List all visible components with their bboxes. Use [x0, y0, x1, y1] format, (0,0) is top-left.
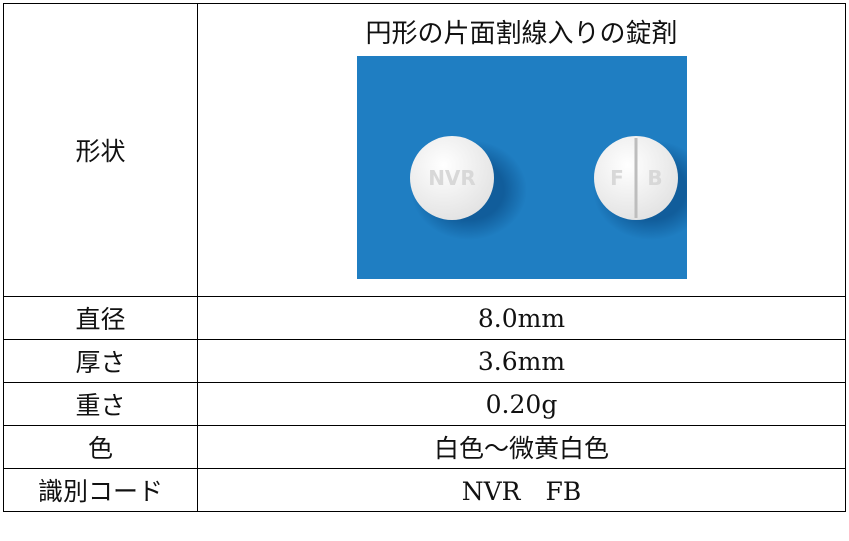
row-value: NVR FB: [197, 468, 846, 512]
tablet-image: NVR F B: [356, 56, 687, 279]
row-value: 8.0mm: [197, 296, 846, 340]
engraving: F: [610, 166, 624, 190]
engraving: B: [647, 166, 662, 190]
row-label: 重さ: [3, 382, 198, 426]
spec-row: 識別コード NVR FB: [3, 468, 846, 512]
tablet: [409, 136, 494, 220]
spec-row: 厚さ 3.6mm: [3, 339, 846, 383]
row-label: 直径: [3, 296, 198, 340]
spec-row: 色白色～微黄白色: [3, 425, 846, 469]
engraving: NVR: [428, 166, 476, 190]
spec-table: 形状 円形の片面割線入りの錠剤 NVR F B 直径 8.0mm 厚さ 3.6mm 重さ…: [3, 3, 846, 512]
row-label: 厚さ: [3, 339, 198, 383]
shape-cell: 円形の片面割線入りの錠剤 NVR F B: [197, 3, 846, 297]
row-label: 形状: [3, 3, 198, 297]
shape-row: 形状 円形の片面割線入りの錠剤 NVR F B: [3, 3, 846, 297]
row-value: 白色～微黄白色: [197, 425, 846, 469]
row-value: 3.6mm: [197, 339, 846, 383]
spec-row: 重さ 0.20g: [3, 382, 846, 426]
row-label: 色: [3, 425, 198, 469]
row-value: 0.20g: [197, 382, 846, 426]
shape-description: 円形の片面割線入りの錠剤: [365, 19, 678, 49]
row-label: 識別コード: [3, 468, 198, 512]
spec-row: 直径 8.0mm: [3, 296, 846, 340]
